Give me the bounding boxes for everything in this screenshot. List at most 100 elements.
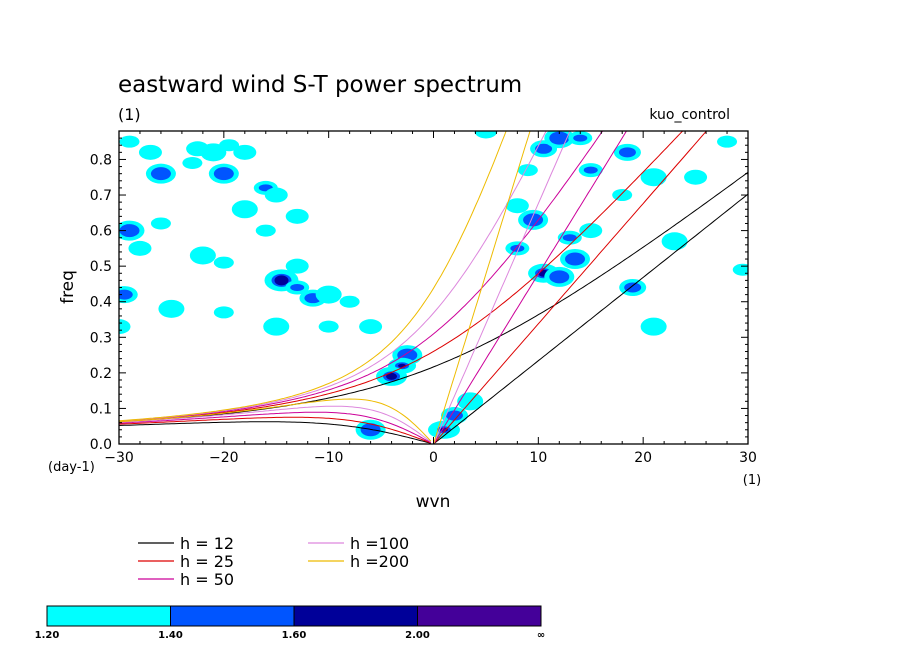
colorbar-label: 2.00 (405, 630, 430, 641)
dispersion-rossby-h50 (119, 411, 432, 444)
colorbar-swatch (417, 605, 542, 627)
colorbar-label: 1.60 (282, 630, 307, 641)
contour-blob-core (119, 289, 133, 300)
x-tick-label: −30 (104, 450, 134, 466)
contour-blob (231, 200, 258, 219)
contour-blob (339, 295, 360, 308)
dispersion-kelvin-h100 (433, 131, 571, 444)
contour-blob-core (624, 282, 642, 293)
contour-blob (213, 256, 234, 269)
contour-blob (579, 223, 603, 239)
contour-blob-core (562, 234, 577, 242)
contour-blob-core (565, 252, 586, 266)
contour-blob (640, 317, 667, 336)
dispersion-rossby-h12 (119, 421, 432, 444)
dispersion-kelvin-h12 (433, 193, 748, 444)
dispersion-mrg-h25 (119, 131, 684, 423)
contour-blob (264, 187, 288, 203)
contour-blob-core (398, 363, 407, 368)
axis-ticks: −30 −20 −10 0 10 20 30 0.0 0.1 0.2 0.3 0.4 0.5 0.6 0.7… (90, 131, 757, 466)
dispersion-mrg-h200 (119, 131, 507, 422)
contour-shading (119, 131, 748, 440)
contour-blob (200, 143, 227, 162)
contour-blob (128, 240, 152, 256)
contour-blob-core (290, 284, 305, 291)
units-label: (1) (118, 105, 141, 124)
contour-blob (182, 157, 203, 170)
contour-blob (219, 139, 240, 152)
contour-blob (315, 285, 342, 304)
contour-blob (189, 246, 216, 265)
colorbar-swatch (170, 605, 295, 627)
legend-label: h = 12 (180, 534, 234, 553)
x-tick-label: 0 (429, 450, 438, 466)
contour-blob-core (274, 275, 289, 286)
colorbar: 1.20 1.40 1.60 2.00 ∞ (35, 605, 545, 641)
contour-blob (213, 306, 234, 319)
dispersion-curves (119, 131, 748, 444)
colorbar-label: 1.40 (158, 630, 183, 641)
dispersion-kelvin-h50 (433, 131, 628, 444)
dispersion-mrg-h12 (119, 171, 748, 423)
x-tick-label: −20 (209, 450, 239, 466)
contour-blob (285, 258, 309, 274)
y-tick-label: 0.3 (90, 330, 112, 346)
contour-blob-core (618, 147, 636, 158)
legend-label: h =100 (350, 534, 409, 553)
x-unit-label: (1) (743, 473, 761, 488)
contour-blob-core (549, 131, 570, 145)
chart-title: eastward wind S-T power spectrum (118, 72, 522, 98)
y-unit-label: (day-1) (48, 460, 95, 475)
contour-blob-core (213, 167, 234, 181)
dispersion-rossby-h200 (119, 398, 432, 442)
contour-blob (640, 168, 667, 187)
y-tick-label: 0.8 (90, 152, 112, 168)
contour-blob-core (150, 167, 171, 181)
contour-blob (119, 135, 140, 148)
y-tick-label: 0.1 (90, 401, 112, 417)
dispersion-mrg-h100 (119, 131, 547, 422)
contour-blob-core (549, 270, 570, 284)
dispersion-mrg-h50 (119, 131, 604, 422)
dispersion-kelvin-h25 (433, 131, 708, 444)
contour-blob-core (583, 166, 598, 174)
contour-blob (717, 135, 738, 148)
contour-blob (517, 164, 538, 177)
contour-blob-core (386, 372, 398, 380)
contour-blob-core (535, 143, 553, 154)
contour-blob-core (445, 410, 463, 421)
contour-blob (684, 169, 708, 185)
legend-label: h =200 (350, 552, 409, 571)
contour-blob (732, 263, 748, 276)
y-tick-label: 0.2 (90, 366, 112, 382)
contour-blob (285, 208, 309, 224)
contour-blob (233, 144, 257, 160)
contour-blob (263, 317, 290, 336)
colorbar-label: ∞ (537, 630, 545, 641)
contour-blob (138, 144, 162, 160)
case-label: kuo_control (649, 107, 730, 123)
x-axis-label: wvn (416, 492, 451, 512)
contour-blob (255, 224, 276, 237)
contour-blob (661, 232, 688, 251)
colorbar-swatch (293, 605, 418, 627)
contour-blob (359, 319, 383, 335)
contour-blob (612, 189, 633, 202)
legend-label: h = 25 (180, 552, 234, 571)
colorbar-swatch (46, 605, 171, 627)
x-tick-label: −10 (314, 450, 344, 466)
colorbar-label: 1.20 (35, 630, 60, 641)
contour-blob-core (119, 224, 140, 238)
dispersion-rossby-h100 (119, 405, 432, 443)
y-tick-label: 0.6 (90, 224, 112, 240)
contour-blob (150, 217, 171, 230)
y-tick-label: 0.7 (90, 188, 112, 204)
x-tick-label: 10 (529, 450, 547, 466)
contour-blob (474, 131, 498, 139)
x-tick-label: 20 (634, 450, 652, 466)
contour-blob (318, 320, 339, 333)
contour-blob-core (573, 134, 588, 142)
dispersion-kelvin-h200 (433, 131, 531, 444)
